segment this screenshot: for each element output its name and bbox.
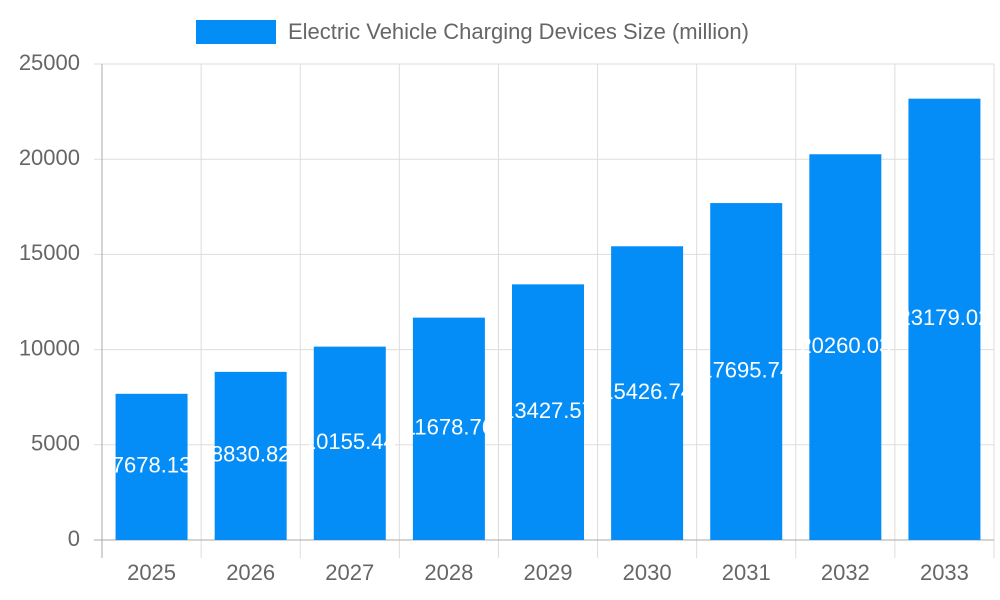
x-tick-label: 2032 <box>821 560 870 585</box>
y-tick-label: 15000 <box>19 240 80 265</box>
data-label: 11678.76 <box>404 415 494 440</box>
data-label: 10155.44 <box>304 429 396 454</box>
y-tick-label: 10000 <box>19 335 80 360</box>
x-tick-label: 2030 <box>623 560 672 585</box>
bar <box>313 346 386 540</box>
bar <box>710 203 783 540</box>
x-tick-label: 2029 <box>524 560 573 585</box>
data-label: 13427.57 <box>502 398 594 423</box>
bar <box>611 246 684 540</box>
data-label: 17695.74 <box>700 357 792 382</box>
legend-swatch <box>196 20 276 44</box>
data-label: 7678.13 <box>112 453 192 478</box>
y-tick-label: 25000 <box>19 50 80 75</box>
x-tick-label: 2028 <box>424 560 473 585</box>
data-label: 15426.74 <box>601 379 693 404</box>
bar <box>908 98 981 541</box>
y-tick-label: 0 <box>68 526 80 551</box>
x-tick-label: 2033 <box>920 560 969 585</box>
legend-label: Electric Vehicle Charging Devices Size (… <box>288 19 749 44</box>
bar <box>115 393 188 540</box>
data-label: 8830.82 <box>211 442 291 467</box>
bar <box>512 284 584 540</box>
y-tick-label: 20000 <box>19 145 80 170</box>
bar <box>809 154 882 540</box>
data-label: 23179.02 <box>899 305 991 330</box>
x-tick-label: 2025 <box>127 560 176 585</box>
x-tick-label: 2027 <box>325 560 374 585</box>
x-tick-label: 2026 <box>226 560 275 585</box>
data-label: 20260.03 <box>799 333 891 358</box>
y-tick-label: 5000 <box>31 431 80 456</box>
bar <box>214 371 287 540</box>
x-tick-label: 2031 <box>722 560 771 585</box>
bar <box>412 317 485 540</box>
